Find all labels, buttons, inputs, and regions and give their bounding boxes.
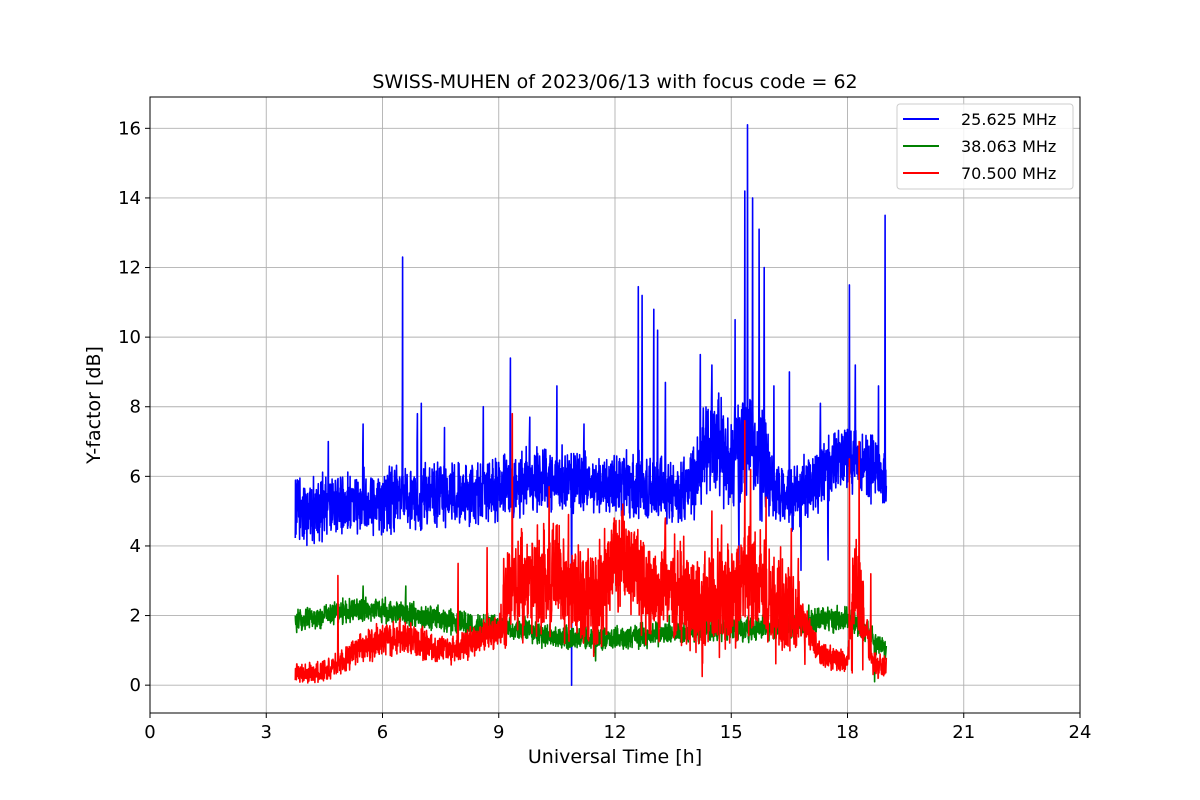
x-tick-label: 3 (261, 722, 272, 743)
y-tick-label: 6 (130, 466, 141, 487)
series-line-25-625-mhz (294, 124, 888, 686)
y-tick-label: 0 (130, 675, 141, 696)
x-tick-label: 18 (836, 722, 859, 743)
y-tick-label: 4 (130, 536, 141, 557)
x-tick-label: 15 (720, 722, 743, 743)
x-tick-label: 24 (1069, 722, 1092, 743)
x-tick-label: 6 (377, 722, 388, 743)
legend-label: 25.625 MHz (961, 110, 1056, 129)
y-tick-label: 10 (118, 327, 141, 348)
x-tick-label: 0 (144, 722, 155, 743)
y-tick-label: 8 (130, 397, 141, 418)
legend-label: 38.063 MHz (961, 137, 1056, 156)
x-axis-label: Universal Time [h] (528, 746, 702, 768)
x-tick-label: 21 (952, 722, 975, 743)
plot-area (294, 124, 888, 686)
legend: 25.625 MHz 38.063 MHz 70.500 MHz (896, 103, 1074, 190)
legend-box (896, 103, 1074, 190)
y-tick-label: 16 (118, 118, 141, 139)
y-tick-label: 2 (130, 606, 141, 627)
y-tick-label: 12 (118, 258, 141, 279)
x-tick-label: 12 (604, 722, 627, 743)
x-tick-label: 9 (493, 722, 504, 743)
y-tick-label: 14 (118, 188, 141, 209)
legend-label: 70.500 MHz (961, 164, 1056, 183)
chart-title: SWISS-MUHEN of 2023/06/13 with focus cod… (372, 71, 857, 93)
y-axis-label: Y-factor [dB] (83, 346, 105, 465)
series-line-70-500-mhz (294, 412, 888, 684)
